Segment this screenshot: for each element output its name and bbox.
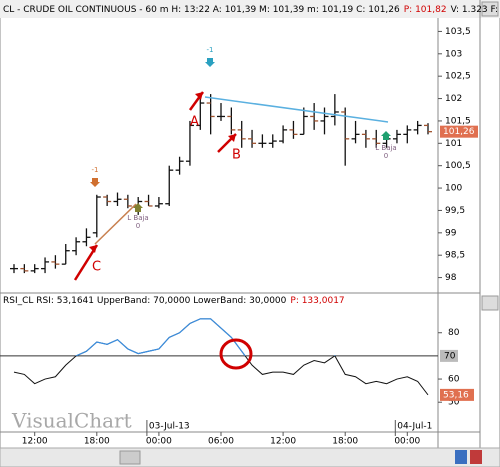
annotation-arrowhead (195, 92, 203, 100)
header-text: RSI_CL RSI: 53,1641 UpperBand: 70,0000 L… (3, 296, 345, 306)
annotation-label: A (190, 115, 199, 130)
band-label: 70 (444, 351, 456, 361)
y-tick-label: 100 (445, 184, 462, 194)
signal-label: L Baja (375, 144, 396, 152)
y-tick-label: 102,5 (445, 72, 471, 82)
panel-button[interactable] (481, 295, 499, 311)
y-tick-label: 80 (448, 328, 460, 338)
panel-button[interactable] (481, 1, 499, 17)
scrollbar[interactable] (0, 447, 500, 467)
date-label: 04-Jul-1 (397, 422, 432, 432)
x-tick-label: 06:00 (208, 437, 234, 447)
y-tick-label: 98 (445, 273, 457, 283)
x-tick-label: 12:00 (22, 437, 48, 447)
signal-arrow (90, 178, 100, 187)
last-value-label: 53,16 (443, 390, 469, 400)
signal-label: 0 (384, 152, 388, 160)
y-tick-label: 103 (445, 49, 462, 59)
highlight-circle (219, 338, 253, 370)
y-tick-label: 103,5 (445, 27, 471, 37)
header-segment: P: 133,0017 (290, 296, 344, 306)
y-tick-label: 102 (445, 94, 462, 104)
rsi-overbought (75, 318, 336, 356)
header-segment: RSI_CL RSI: 53,1641 UpperBand: 70,0000 L… (3, 296, 287, 306)
header-segment: P: 101,82 (404, 5, 447, 15)
close-button[interactable] (470, 450, 482, 464)
header-segment: CL - CRUDE OIL CONTINUOUS - 60 m H: 13:2… (3, 5, 400, 15)
y-tick-label: 101,5 (445, 116, 471, 126)
x-tick-label: 00:00 (146, 437, 172, 447)
signal-arrow (381, 131, 391, 140)
logo: VisualChart (11, 409, 132, 433)
annotation-label: C (92, 260, 101, 275)
trend-line (204, 96, 389, 123)
y-tick-label: 50 (448, 398, 460, 408)
last-price-label: 101,26 (443, 127, 475, 137)
band-box (440, 349, 458, 362)
signal-label: L Baja (127, 214, 148, 222)
x-tick-label: 18:00 (84, 437, 110, 447)
y-tick-label: 101 (445, 139, 462, 149)
signal-label: -1 (92, 166, 99, 174)
x-tick-label: 00:00 (394, 437, 420, 447)
signal-arrow (133, 203, 143, 212)
annotation-arrowhead (228, 134, 236, 142)
x-tick-label: 18:00 (332, 437, 358, 447)
date-label: 03-Jul-13 (149, 422, 190, 432)
last-price-box (440, 125, 478, 138)
header-bar (0, 0, 500, 18)
x-tick-label: 12:00 (270, 437, 296, 447)
header-segment: V: 1.323 F: (451, 5, 498, 15)
signal-label: -1 (207, 46, 214, 54)
last-value-box (440, 388, 474, 401)
scroll-thumb[interactable] (119, 450, 141, 465)
annotation-label: B (232, 148, 241, 163)
y-tick-label: 99 (445, 228, 457, 238)
header-text: CL - CRUDE OIL CONTINUOUS - 60 m H: 13:2… (3, 5, 498, 15)
signal-arrow (205, 58, 215, 67)
save-button[interactable] (455, 450, 467, 464)
signal-label: 0 (136, 222, 140, 230)
y-tick-label: 60 (448, 375, 460, 385)
y-tick-label: 100,5 (445, 161, 471, 171)
annotation-arrowhead (89, 245, 97, 253)
y-tick-label: 99,5 (445, 206, 465, 216)
trend-line (94, 203, 137, 245)
y-tick-label: 98,5 (445, 251, 465, 261)
